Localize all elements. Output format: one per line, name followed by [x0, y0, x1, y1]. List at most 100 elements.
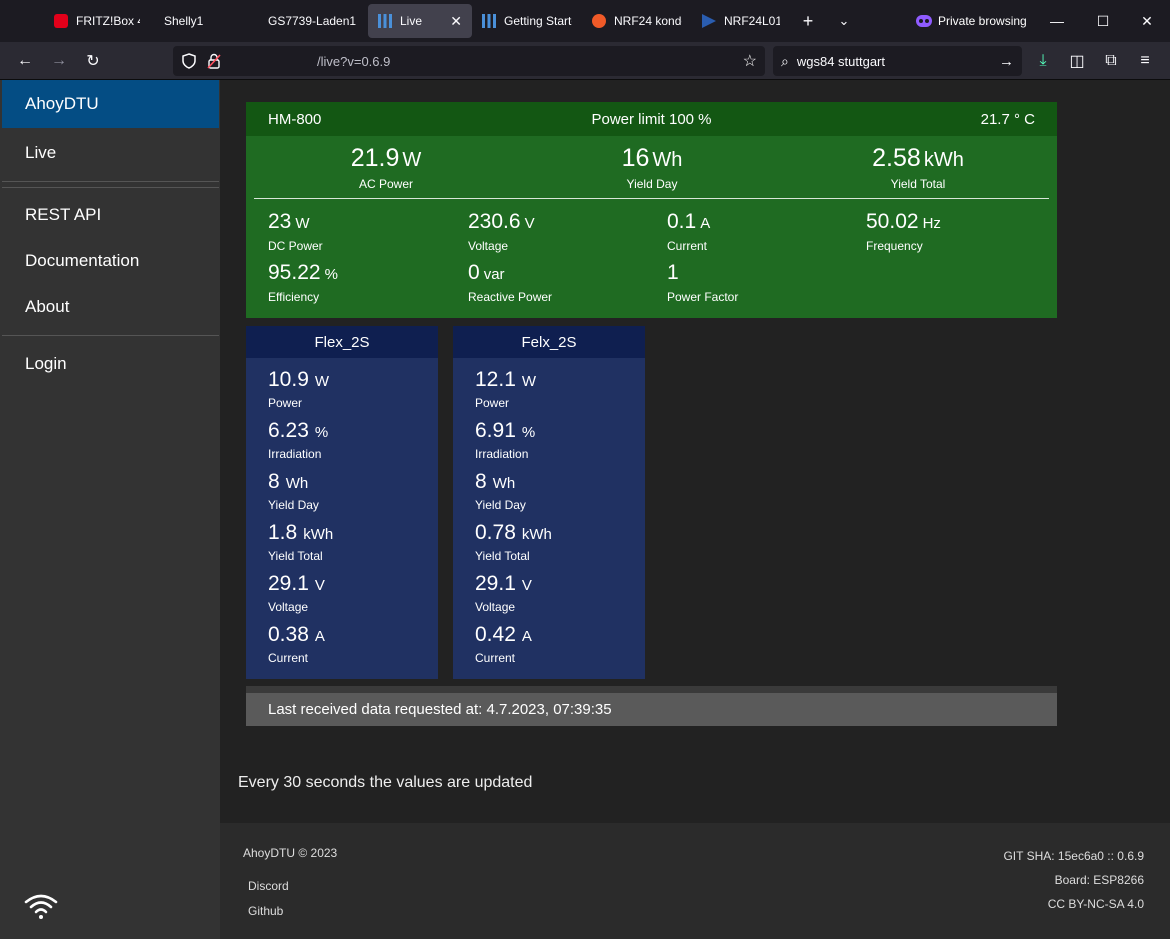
value: 8	[268, 470, 280, 493]
module-irradiation: 6.23% Irradiation	[268, 419, 328, 461]
label: Current	[268, 651, 309, 665]
inverter-header: HM-800 Power limit 100 % 21.7 ° C	[246, 102, 1057, 136]
label: Power Factor	[667, 290, 739, 304]
label: Yield Total	[268, 549, 323, 563]
close-tab-icon[interactable]: ✕	[450, 12, 462, 29]
tab-title: Shelly1	[164, 14, 204, 28]
fritzbox-icon	[54, 14, 68, 28]
menu-icon[interactable]: ≡	[1140, 52, 1150, 69]
reload-icon[interactable]: ↻	[86, 53, 100, 70]
value: 1.8	[268, 521, 298, 544]
unit: W	[295, 215, 310, 232]
module-irradiation: 6.91% Irradiation	[475, 419, 535, 461]
shield-icon[interactable]	[181, 53, 197, 69]
unit: W	[402, 149, 422, 171]
download-icon[interactable]: ⤓	[1039, 52, 1047, 69]
unit: Wh	[285, 475, 309, 492]
tab-live[interactable]: Live ✕	[368, 4, 472, 38]
module-current: 0.42 A Current	[475, 623, 532, 665]
github-link[interactable]: Github	[248, 904, 284, 918]
tab-nrf24-konde[interactable]: NRF24 konde	[582, 4, 692, 38]
current: 0.1 A Current	[667, 210, 867, 253]
license: CC BY-NC-SA 4.0	[1047, 897, 1144, 911]
extensions-icon[interactable]: ⧉	[1105, 52, 1117, 69]
new-tab-icon[interactable]: +	[802, 10, 814, 31]
tab-getting-started[interactable]: Getting Starte	[472, 4, 582, 38]
sidebar-item-rest-api[interactable]: REST API	[25, 205, 102, 224]
label: Current	[475, 651, 516, 665]
close-window-icon[interactable]: ✕	[1141, 12, 1153, 29]
sidebar-toggle-icon[interactable]: ◫	[1069, 53, 1085, 70]
sidebar: AhoyDTU Live REST API Documentation Abou…	[0, 80, 220, 939]
label: Yield Day	[268, 498, 319, 512]
unit: A	[314, 628, 325, 645]
label: Voltage	[468, 239, 509, 253]
label: Reactive Power	[468, 290, 553, 304]
unit: %	[314, 424, 329, 441]
tab-fritzbox[interactable]: FRITZ!Box 404	[44, 4, 150, 38]
tab-title: GS7739-Laden1 -	[268, 14, 358, 28]
dc-power: 23 W DC Power	[268, 210, 468, 253]
label: Voltage	[268, 600, 309, 614]
label: Irradiation	[475, 447, 529, 461]
board-info: Board: ESP8266	[1054, 873, 1144, 887]
value: 29.1	[268, 572, 309, 595]
unit: V	[524, 215, 535, 232]
forward-arrow-icon[interactable]: →	[51, 52, 67, 69]
module-voltage: 29.1 V Voltage	[268, 572, 325, 614]
tab-title: FRITZ!Box 404	[76, 14, 140, 28]
value: 0	[468, 261, 480, 284]
value: 0.42	[475, 623, 516, 646]
search-text[interactable]: wgs84 stuttgart	[796, 53, 885, 69]
value: 0.78	[475, 521, 516, 544]
site-icon	[702, 14, 716, 28]
update-note: Every 30 seconds the values are updated	[238, 774, 533, 791]
unit: kWh	[303, 526, 334, 543]
tab-nrf24l01[interactable]: NRF24L01 pro	[692, 4, 790, 38]
divider	[254, 198, 1049, 199]
sidebar-brand[interactable]: AhoyDTU	[2, 80, 219, 128]
minimize-icon[interactable]: —	[1050, 13, 1064, 29]
unit: Hz	[922, 215, 941, 232]
label: Yield Day	[626, 177, 678, 191]
tab-shelly[interactable]: Shelly1	[150, 4, 258, 38]
sidebar-item-documentation[interactable]: Documentation	[25, 251, 140, 270]
discord-link[interactable]: Discord	[248, 879, 289, 893]
label: Yield Total	[475, 549, 530, 563]
tab-gs7739[interactable]: GS7739-Laden1 -	[258, 4, 368, 38]
site-icon	[592, 14, 606, 28]
unit: var	[483, 266, 505, 283]
sidebar-item-login[interactable]: Login	[25, 354, 67, 373]
copyright: AhoyDTU © 2023	[243, 846, 338, 860]
label: DC Power	[268, 239, 323, 253]
label: Voltage	[475, 600, 516, 614]
tab-title: Getting Starte	[504, 14, 572, 28]
sidebar-item-about[interactable]: About	[25, 297, 70, 316]
private-browsing-indicator: Private browsing	[916, 14, 1027, 28]
search-go-arrow-icon[interactable]: →	[999, 52, 1014, 70]
label: Yield Total	[890, 177, 946, 191]
back-arrow-icon[interactable]: ←	[17, 52, 33, 69]
tab-list-chevron-icon[interactable]: ⌄	[838, 13, 850, 28]
url-bar[interactable]: /live?v=0.6.9 ☆	[173, 46, 765, 76]
label: Irradiation	[268, 447, 322, 461]
efficiency: 95.22% Efficiency	[268, 261, 468, 304]
value: 230.6	[468, 210, 521, 233]
browser-nav-bar: ← → ↻ /live?v=0.6.9 ☆ ⌕ wgs84 stuttgart …	[0, 42, 1170, 80]
value: 21.9	[350, 144, 400, 172]
label: Power	[268, 396, 303, 410]
module-power: 10.9 W Power	[268, 368, 329, 410]
unit: Wh	[492, 475, 516, 492]
bookmark-star-icon[interactable]: ☆	[742, 53, 757, 70]
insecure-lock-icon[interactable]	[207, 53, 221, 69]
wifi-icon	[24, 894, 58, 919]
sidebar-item-live[interactable]: Live	[25, 143, 57, 162]
maximize-icon[interactable]: ☐	[1096, 12, 1110, 29]
ahoy-icon	[378, 14, 392, 28]
url-text[interactable]: /live?v=0.6.9	[317, 53, 391, 69]
value: 8	[475, 470, 487, 493]
value: 0.1	[667, 210, 697, 233]
inverter-name: HM-800	[268, 110, 322, 128]
search-input[interactable]: ⌕ wgs84 stuttgart →	[773, 46, 1022, 76]
